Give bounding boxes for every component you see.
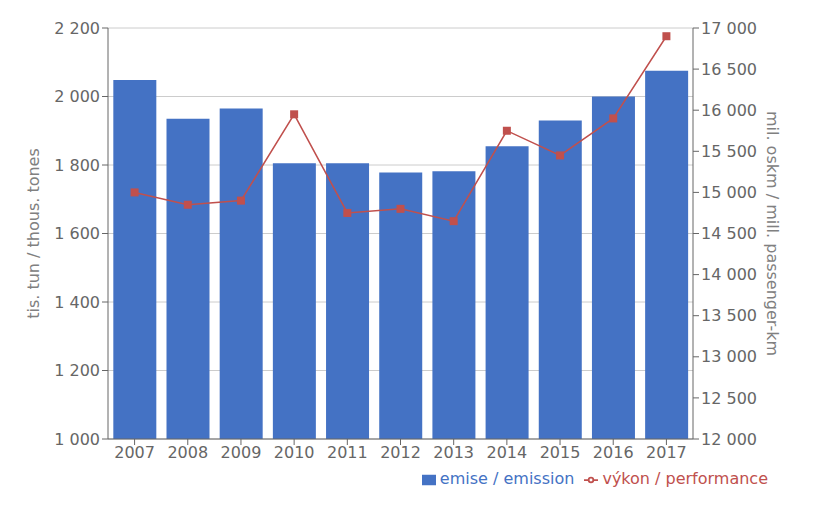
svg-text:15 500: 15 500 [701, 142, 757, 161]
svg-text:mil. oskm / mill. passenger-km: mil. oskm / mill. passenger-km [763, 111, 782, 356]
html-text:emise / emission: emise / emission [439, 469, 575, 488]
html-text:výkon / performance: výkon / performance [602, 469, 768, 488]
svg-text:17 000: 17 000 [701, 19, 757, 38]
svg-text:1 000: 1 000 [54, 430, 100, 449]
svg-text:2014: 2014 [487, 443, 528, 462]
svg-text:15 000: 15 000 [701, 183, 757, 202]
svg-text:12 000: 12 000 [701, 430, 757, 449]
svg-text:1 800: 1 800 [54, 156, 100, 175]
svg-text:2016: 2016 [593, 443, 634, 462]
svg-text:2 000: 2 000 [54, 87, 100, 106]
svg-text:2009: 2009 [221, 443, 262, 462]
svg-text:2007: 2007 [114, 443, 155, 462]
svg-text:1 400: 1 400 [54, 293, 100, 312]
svg-text:16 000: 16 000 [701, 101, 757, 120]
svg-text:16 500: 16 500 [701, 60, 757, 79]
svg-text:1 200: 1 200 [54, 361, 100, 380]
svg-text:13 500: 13 500 [701, 306, 757, 325]
svg-text:2010: 2010 [274, 443, 315, 462]
svg-text:13 000: 13 000 [701, 347, 757, 366]
svg-text:1 600: 1 600 [54, 224, 100, 243]
svg-text:2011: 2011 [327, 443, 368, 462]
svg-text:2012: 2012 [380, 443, 421, 462]
svg-text:2008: 2008 [167, 443, 208, 462]
svg-text:14 500: 14 500 [701, 224, 757, 243]
svg-text:2013: 2013 [433, 443, 474, 462]
svg-text:14 000: 14 000 [701, 265, 757, 284]
svg-text:2 200: 2 200 [54, 19, 100, 38]
svg-text:2017: 2017 [646, 443, 687, 462]
svg-text:2015: 2015 [540, 443, 581, 462]
svg-text:tis. tun / thous. tones: tis. tun / thous. tones [24, 148, 43, 319]
svg-text:12 500: 12 500 [701, 389, 757, 408]
